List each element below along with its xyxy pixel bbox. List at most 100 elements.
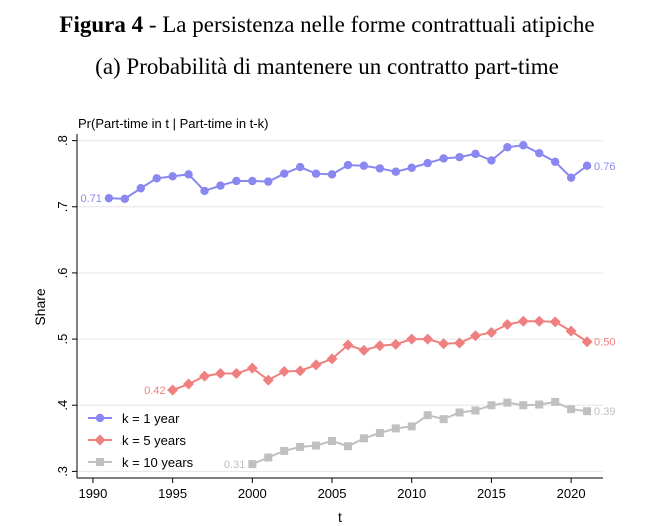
series-start-label: 0.42 <box>144 385 165 397</box>
data-point <box>216 181 225 190</box>
data-point <box>407 163 416 172</box>
legend-item: k = 1 year <box>88 411 180 426</box>
y-tick-label: .7 <box>55 201 70 212</box>
data-point <box>581 336 593 348</box>
legend-marker <box>95 413 105 423</box>
grid-lines <box>77 140 603 472</box>
data-point <box>438 338 450 350</box>
data-point <box>136 184 145 193</box>
data-point <box>343 442 352 451</box>
legend: k = 1 year k = 5 years k = 10 years <box>88 411 194 470</box>
series-end-label: 0.39 <box>594 406 615 418</box>
axes: .3 .4 .5 .6 .7 .8 1990 1995 2000 2005 2010 2015 2020 <box>55 134 603 501</box>
data-point <box>168 172 177 181</box>
data-point <box>517 315 529 327</box>
x-axis-label: t <box>338 509 342 525</box>
data-point <box>406 333 418 345</box>
data-point <box>359 161 369 170</box>
legend-label: k = 1 year <box>122 411 180 426</box>
data-point <box>566 173 576 182</box>
data-point <box>120 194 130 204</box>
data-point <box>310 359 322 371</box>
x-tick-label: 2020 <box>557 486 586 501</box>
data-point <box>549 316 561 328</box>
data-point <box>501 319 513 331</box>
data-point <box>296 442 305 451</box>
data-point <box>390 338 402 350</box>
legend-label: k = 5 years <box>122 433 186 448</box>
data-point <box>167 384 179 396</box>
data-point <box>294 365 306 377</box>
data-point <box>278 365 290 377</box>
x-tick-label: 1990 <box>78 486 107 501</box>
data-point <box>423 158 432 168</box>
data-point <box>232 176 241 186</box>
data-point <box>583 407 592 416</box>
data-point <box>230 367 242 379</box>
series-layer: 0.71 0.76 0.42 0.50 0.31 0.39 <box>80 141 615 471</box>
legend-marker <box>96 458 104 466</box>
data-point <box>374 340 386 352</box>
series-end-label: 0.50 <box>594 337 615 349</box>
data-point <box>485 326 497 338</box>
series-line <box>251 400 588 466</box>
chart-title: Pr(Part-time in t | Part-time in t-k) <box>78 116 268 131</box>
data-point <box>487 401 496 410</box>
data-point <box>567 405 576 414</box>
data-point <box>455 408 464 417</box>
legend-marker <box>94 434 106 446</box>
data-point <box>551 397 560 406</box>
data-point <box>327 170 337 179</box>
series-2: 0.42 0.50 <box>144 315 615 397</box>
figure-subtitle: (a) Probabilità di mantenere un contratt… <box>95 54 559 79</box>
data-point <box>550 157 560 166</box>
series-line <box>172 320 588 391</box>
y-tick-label: .8 <box>55 135 70 146</box>
legend-item: k = 5 years <box>88 433 186 448</box>
data-point <box>312 441 321 450</box>
data-point <box>214 367 226 379</box>
data-point <box>565 325 577 337</box>
data-point <box>200 186 209 196</box>
x-tick-label: 2005 <box>318 486 347 501</box>
data-point <box>471 406 480 415</box>
data-point <box>391 167 400 176</box>
data-point <box>582 161 592 170</box>
y-tick-label: .3 <box>55 466 70 477</box>
data-point <box>439 154 448 163</box>
data-point <box>358 344 370 356</box>
data-point <box>391 424 400 433</box>
series-1: 0.71 0.76 <box>80 141 615 205</box>
data-point <box>248 176 257 186</box>
data-point <box>262 374 274 386</box>
data-point <box>264 453 273 462</box>
data-point <box>104 193 114 203</box>
series-start-label: 0.71 <box>80 193 101 205</box>
data-point <box>503 398 512 407</box>
data-point <box>343 160 353 170</box>
figure-title: Figura 4 - La persistenza nelle forme co… <box>0 12 654 38</box>
data-point <box>248 460 257 469</box>
data-point <box>199 370 211 382</box>
data-point <box>311 169 321 178</box>
data-point <box>264 177 273 186</box>
data-point <box>183 378 195 390</box>
y-tick-label: .6 <box>55 268 70 279</box>
data-point <box>471 149 480 159</box>
data-point <box>326 353 338 365</box>
data-point <box>375 164 385 173</box>
data-point <box>423 411 432 420</box>
series-start-label: 0.31 <box>224 459 245 471</box>
series-3: 0.31 0.39 <box>224 397 615 471</box>
data-point <box>439 415 448 424</box>
y-axis-label: Share <box>32 288 48 326</box>
data-point <box>422 333 434 345</box>
data-point <box>152 174 161 183</box>
data-point <box>535 148 544 158</box>
data-point <box>280 446 289 455</box>
data-point <box>375 429 384 438</box>
data-point <box>487 156 496 165</box>
data-point <box>295 162 305 172</box>
x-tick-label: 2015 <box>477 486 506 501</box>
